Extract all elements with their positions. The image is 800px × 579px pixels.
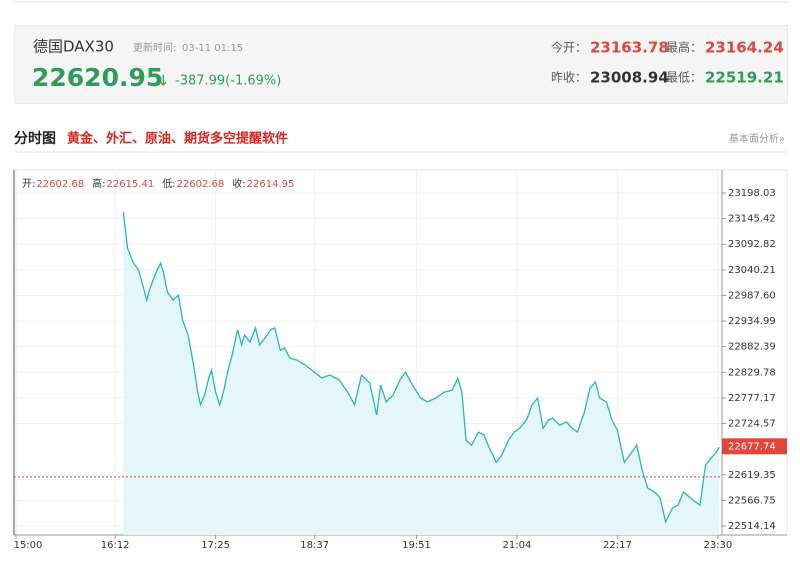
x-tick-label: 18:37	[300, 540, 329, 551]
y-tick-label: 22619.35	[728, 470, 776, 481]
x-tick-label: 16:12	[101, 540, 130, 551]
x-tick-label: 19:51	[402, 540, 431, 551]
y-tick-label: 22724.57	[728, 419, 776, 430]
y-tick-label: 22829.78	[728, 367, 776, 378]
change: -387.99(-1.69%)	[175, 74, 281, 89]
ohlc-label: 低:	[162, 177, 175, 190]
stat-label: 最低：	[666, 71, 702, 85]
price: 22620.95	[32, 63, 163, 92]
stat-value: 22519.21	[705, 69, 784, 87]
y-tick-label: 23198.03	[728, 188, 776, 199]
last-price-tag	[722, 438, 787, 455]
x-tick-label: 21:04	[503, 540, 532, 551]
quote-box	[14, 25, 788, 104]
arrow: ↓	[157, 72, 170, 90]
x-tick-label: 23:30	[703, 540, 732, 551]
section-title: 分时图	[14, 130, 56, 147]
ohlc-value: 22615.41	[106, 179, 154, 190]
update-label: 更新时间:	[133, 41, 176, 54]
y-tick-label: 23145.42	[728, 214, 776, 225]
update-time: 03-11 01:15	[182, 43, 243, 54]
promo-link[interactable]: 黄金、外汇、原油、期货多空提醒软件	[67, 131, 288, 147]
x-tick-label: 15:00	[14, 540, 43, 551]
ohlc-value: 22602.68	[177, 179, 225, 190]
x-tick-label: 17:25	[201, 540, 230, 551]
y-tick-label: 23092.82	[728, 239, 776, 250]
y-tick-label: 23040.21	[728, 265, 776, 276]
price-line	[122, 211, 720, 525]
y-tick-label: 22777.17	[728, 393, 776, 404]
stat-label: 最高：	[666, 40, 702, 55]
instrument-name: 德国DAX30	[33, 38, 114, 56]
chart: 23198.03 23145.42 23092.82 23040.21 22987.60…	[13, 169, 788, 551]
ohlc-label: 收:	[232, 177, 245, 190]
y-tick-label: 22882.39	[728, 342, 776, 353]
y-tick-label: 22566.75	[728, 495, 776, 506]
y-tick-label: 22987.60	[728, 290, 776, 301]
last-price-label: 22677.74	[728, 441, 776, 452]
stat-value: 23163.78	[590, 39, 669, 57]
ohlc-value: 22602.68	[36, 179, 84, 190]
stat-value: 23008.94	[590, 69, 669, 87]
ohlc-label: 开:	[22, 179, 35, 190]
x-tick-label: 22:17	[603, 540, 632, 551]
stat-label: 昨收：	[551, 71, 587, 85]
ohlc-label: 高:	[92, 177, 105, 190]
analysis-link[interactable]: 基本面分析»	[729, 132, 785, 145]
area	[123, 212, 720, 535]
y-tick-label: 22514.14	[728, 521, 776, 532]
ohlc-value: 22614.95	[247, 179, 295, 190]
stat-label: 今开：	[551, 40, 587, 55]
stat-value: 23164.24	[705, 39, 784, 57]
y-tick-label: 22934.99	[728, 316, 776, 327]
